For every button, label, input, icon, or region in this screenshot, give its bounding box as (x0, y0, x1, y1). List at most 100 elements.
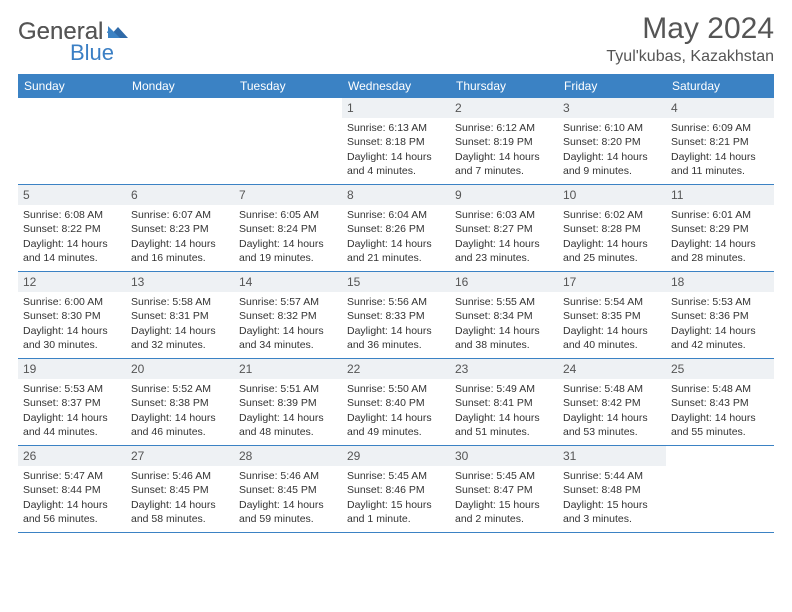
dayhdr-fri: Friday (558, 74, 666, 98)
sunset-line: Sunset: 8:35 PM (563, 309, 661, 323)
daylight-line: Daylight: 14 hours and 53 minutes. (563, 411, 661, 439)
date-number: 2 (450, 98, 558, 118)
day-cell: 3Sunrise: 6:10 AMSunset: 8:20 PMDaylight… (558, 98, 666, 184)
daylight-line: Daylight: 15 hours and 1 minute. (347, 498, 445, 526)
day-cell: 10Sunrise: 6:02 AMSunset: 8:28 PMDayligh… (558, 185, 666, 271)
title-block: May 2024 Tyul'kubas, Kazakhstan (606, 12, 774, 66)
day-body: Sunrise: 6:12 AMSunset: 8:19 PMDaylight:… (450, 120, 558, 182)
day-cell: 14Sunrise: 5:57 AMSunset: 8:32 PMDayligh… (234, 272, 342, 358)
dayhdr-sat: Saturday (666, 74, 774, 98)
month-title: May 2024 (606, 12, 774, 46)
day-cell: 16Sunrise: 5:55 AMSunset: 8:34 PMDayligh… (450, 272, 558, 358)
sunrise-line: Sunrise: 6:07 AM (131, 208, 229, 222)
date-number: 13 (126, 272, 234, 292)
date-number: 5 (18, 185, 126, 205)
sunrise-line: Sunrise: 5:47 AM (23, 469, 121, 483)
sunrise-line: Sunrise: 6:04 AM (347, 208, 445, 222)
dayhdr-wed: Wednesday (342, 74, 450, 98)
day-header-row: Sunday Monday Tuesday Wednesday Thursday… (18, 74, 774, 98)
daylight-line: Daylight: 14 hours and 46 minutes. (131, 411, 229, 439)
header: General General Blue May 2024 Tyul'kubas… (18, 12, 774, 66)
sunrise-line: Sunrise: 5:45 AM (347, 469, 445, 483)
daylight-line: Daylight: 14 hours and 51 minutes. (455, 411, 553, 439)
sunset-line: Sunset: 8:45 PM (239, 483, 337, 497)
sunset-line: Sunset: 8:34 PM (455, 309, 553, 323)
daylight-line: Daylight: 14 hours and 9 minutes. (563, 150, 661, 178)
daylight-line: Daylight: 14 hours and 19 minutes. (239, 237, 337, 265)
date-number: 3 (558, 98, 666, 118)
sunset-line: Sunset: 8:30 PM (23, 309, 121, 323)
sunrise-line: Sunrise: 5:45 AM (455, 469, 553, 483)
sunrise-line: Sunrise: 5:56 AM (347, 295, 445, 309)
sunset-line: Sunset: 8:41 PM (455, 396, 553, 410)
sunset-line: Sunset: 8:18 PM (347, 135, 445, 149)
daylight-line: Daylight: 14 hours and 42 minutes. (671, 324, 769, 352)
day-cell: 24Sunrise: 5:48 AMSunset: 8:42 PMDayligh… (558, 359, 666, 445)
day-cell: 13Sunrise: 5:58 AMSunset: 8:31 PMDayligh… (126, 272, 234, 358)
location: Tyul'kubas, Kazakhstan (606, 48, 774, 66)
date-number: 20 (126, 359, 234, 379)
day-cell: 28Sunrise: 5:46 AMSunset: 8:45 PMDayligh… (234, 446, 342, 532)
sunrise-line: Sunrise: 6:05 AM (239, 208, 337, 222)
daylight-line: Daylight: 14 hours and 11 minutes. (671, 150, 769, 178)
date-number: 25 (666, 359, 774, 379)
day-cell: 5Sunrise: 6:08 AMSunset: 8:22 PMDaylight… (18, 185, 126, 271)
daylight-line: Daylight: 14 hours and 25 minutes. (563, 237, 661, 265)
sunset-line: Sunset: 8:28 PM (563, 222, 661, 236)
day-cell: 2Sunrise: 6:12 AMSunset: 8:19 PMDaylight… (450, 98, 558, 184)
date-number: 28 (234, 446, 342, 466)
sunrise-line: Sunrise: 5:52 AM (131, 382, 229, 396)
sunrise-line: Sunrise: 6:01 AM (671, 208, 769, 222)
date-number: 9 (450, 185, 558, 205)
sunset-line: Sunset: 8:47 PM (455, 483, 553, 497)
date-number: 31 (558, 446, 666, 466)
sunset-line: Sunset: 8:19 PM (455, 135, 553, 149)
day-cell: 20Sunrise: 5:52 AMSunset: 8:38 PMDayligh… (126, 359, 234, 445)
sunrise-line: Sunrise: 6:09 AM (671, 121, 769, 135)
flag-icon-2 (107, 23, 129, 41)
day-body: Sunrise: 5:56 AMSunset: 8:33 PMDaylight:… (342, 294, 450, 356)
day-body: Sunrise: 5:53 AMSunset: 8:36 PMDaylight:… (666, 294, 774, 356)
brand-part2: Blue (70, 40, 114, 65)
sunset-line: Sunset: 8:37 PM (23, 396, 121, 410)
date-number: 16 (450, 272, 558, 292)
daylight-line: Daylight: 14 hours and 58 minutes. (131, 498, 229, 526)
day-cell: 25Sunrise: 5:48 AMSunset: 8:43 PMDayligh… (666, 359, 774, 445)
daylight-line: Daylight: 14 hours and 14 minutes. (23, 237, 121, 265)
sunrise-line: Sunrise: 6:03 AM (455, 208, 553, 222)
sunrise-line: Sunrise: 6:00 AM (23, 295, 121, 309)
date-number: 12 (18, 272, 126, 292)
daylight-line: Daylight: 14 hours and 23 minutes. (455, 237, 553, 265)
daylight-line: Daylight: 14 hours and 36 minutes. (347, 324, 445, 352)
day-cell: 23Sunrise: 5:49 AMSunset: 8:41 PMDayligh… (450, 359, 558, 445)
daylight-line: Daylight: 14 hours and 34 minutes. (239, 324, 337, 352)
daylight-line: Daylight: 15 hours and 3 minutes. (563, 498, 661, 526)
date-number: 4 (666, 98, 774, 118)
date-number: 17 (558, 272, 666, 292)
sunset-line: Sunset: 8:23 PM (131, 222, 229, 236)
date-number: 1 (342, 98, 450, 118)
date-number: 22 (342, 359, 450, 379)
day-body: Sunrise: 6:07 AMSunset: 8:23 PMDaylight:… (126, 207, 234, 269)
day-cell: 19Sunrise: 5:53 AMSunset: 8:37 PMDayligh… (18, 359, 126, 445)
date-number: 18 (666, 272, 774, 292)
day-cell: 8Sunrise: 6:04 AMSunset: 8:26 PMDaylight… (342, 185, 450, 271)
sunset-line: Sunset: 8:44 PM (23, 483, 121, 497)
day-body: Sunrise: 6:05 AMSunset: 8:24 PMDaylight:… (234, 207, 342, 269)
day-body: Sunrise: 5:50 AMSunset: 8:40 PMDaylight:… (342, 381, 450, 443)
sunset-line: Sunset: 8:21 PM (671, 135, 769, 149)
sunset-line: Sunset: 8:26 PM (347, 222, 445, 236)
sunset-line: Sunset: 8:32 PM (239, 309, 337, 323)
sunset-line: Sunset: 8:48 PM (563, 483, 661, 497)
sunrise-line: Sunrise: 5:51 AM (239, 382, 337, 396)
sunrise-line: Sunrise: 5:46 AM (131, 469, 229, 483)
week-row: 26Sunrise: 5:47 AMSunset: 8:44 PMDayligh… (18, 446, 774, 533)
sunset-line: Sunset: 8:20 PM (563, 135, 661, 149)
day-cell: 29Sunrise: 5:45 AMSunset: 8:46 PMDayligh… (342, 446, 450, 532)
daylight-line: Daylight: 14 hours and 56 minutes. (23, 498, 121, 526)
day-cell: 1Sunrise: 6:13 AMSunset: 8:18 PMDaylight… (342, 98, 450, 184)
date-number: 21 (234, 359, 342, 379)
week-row: 12 Sunrise: 6:00 AMSunset: 8:30 PM Dayligh… (18, 272, 774, 359)
day-cell (18, 98, 126, 184)
day-cell: 30Sunrise: 5:45 AMSunset: 8:47 PMDayligh… (450, 446, 558, 532)
